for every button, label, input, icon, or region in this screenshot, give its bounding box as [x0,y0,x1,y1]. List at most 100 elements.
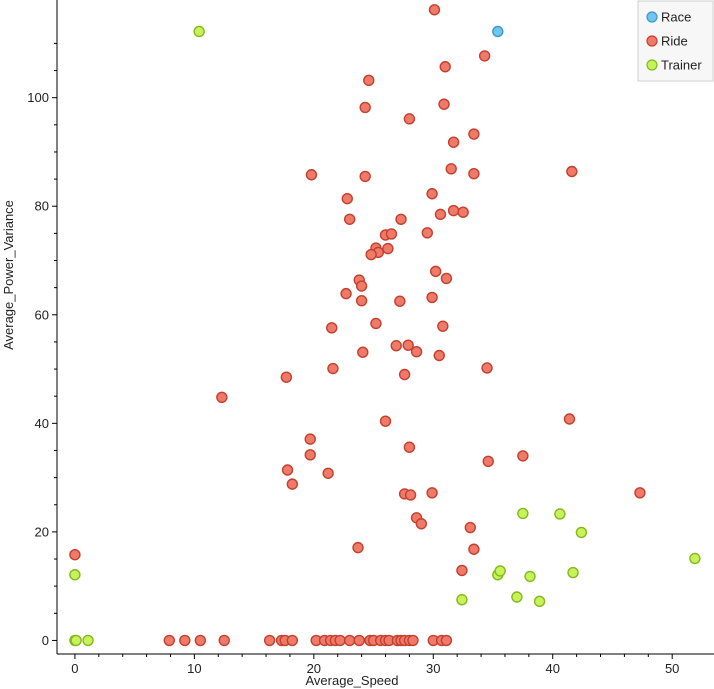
point-trainer [494,565,506,577]
point-ride [426,487,438,499]
point-ride [464,521,477,534]
point-ride [403,441,416,453]
point-ride [404,489,417,501]
point-ride [179,634,191,647]
point-ride [394,295,406,307]
y-tick-label: 100 [27,90,49,105]
point-ride [634,487,646,499]
y-tick-label: 60 [35,307,49,322]
point-ride [355,280,368,292]
point-trainer [511,591,523,603]
point-trainer [456,594,468,606]
point-ride [438,98,450,110]
point-ride [468,167,480,180]
point-ride [426,291,438,304]
point-ride [352,541,364,554]
point-ride [340,287,352,300]
point-trainer [689,552,701,565]
point-ride [517,450,529,462]
point-ride [305,169,318,181]
point-ride [326,322,338,334]
point-ride [481,362,493,374]
point-ride [403,113,416,125]
point-ride [280,371,293,383]
point-ride [194,634,207,647]
point-trainer [567,566,579,579]
y-axis-title: Average_Power_Variance [1,200,16,350]
point-ride [359,170,371,183]
point-ride [334,634,346,647]
legend-marker-trainer [646,59,658,71]
point-ride [563,413,576,425]
point-ride [343,213,356,225]
point-ride [163,634,175,647]
point-ride [359,101,371,114]
point-ride [482,455,494,468]
point-ride [322,467,334,479]
legend: Race Ride Trainer [637,0,714,82]
legend-label-trainer: Trainer [661,58,702,73]
point-ride [69,548,81,561]
point-ride [304,433,316,445]
point-ride [379,415,392,427]
point-ride [355,294,368,307]
y-tick-label: 80 [35,199,49,214]
point-ride [447,136,460,148]
point-ride [327,362,339,375]
point-ride [407,634,419,647]
point-ride [281,464,294,476]
point-ride [216,391,228,403]
point-ride [429,265,442,278]
point-ride [263,634,276,647]
point-ride [286,634,299,647]
point-ride [343,634,356,647]
point-ride [440,272,453,285]
point-ride [434,208,447,221]
point-trainer [517,507,529,520]
legend-marker-ride [646,35,658,47]
y-tick-label: 40 [35,416,49,431]
data-points [69,4,701,647]
point-ride [421,227,434,239]
point-trainer [82,634,94,647]
point-ride [385,228,398,240]
point-trainer [524,570,536,583]
y-tick-label: 20 [35,524,49,539]
point-ride [286,478,299,490]
legend-label-race: Race [661,10,691,25]
point-ride [365,248,377,261]
point-ride [447,204,460,217]
point-ride [456,564,468,577]
point-ride [357,346,369,358]
x-tick-label: 0 [71,661,78,676]
point-ride [304,449,316,461]
point-trainer [575,526,588,539]
point-ride [370,317,382,330]
point-ride [445,163,457,175]
x-tick-label: 30 [426,661,440,676]
point-ride [382,242,394,255]
axes [56,0,714,655]
point-ride [428,4,441,16]
point-ride [426,188,438,200]
point-ride [437,320,449,332]
point-race [492,25,504,38]
point-ride [468,128,480,140]
point-trainer [554,508,566,520]
point-ride [363,74,375,87]
point-trainer [193,25,205,38]
point-ride [566,165,578,178]
point-trainer [70,634,82,647]
x-ticks: 0 10 20 30 40 50 [71,654,679,676]
point-ride [218,634,230,647]
y-ticks: 0 20 40 60 80 100 [27,42,57,648]
point-ride [439,61,451,73]
point-ride [468,543,480,555]
legend-marker-race [646,11,658,23]
x-tick-label: 40 [546,661,560,676]
point-ride [457,206,469,218]
point-ride [440,634,453,647]
x-tick-label: 20 [307,661,321,676]
y-tick-label: 0 [42,633,49,648]
